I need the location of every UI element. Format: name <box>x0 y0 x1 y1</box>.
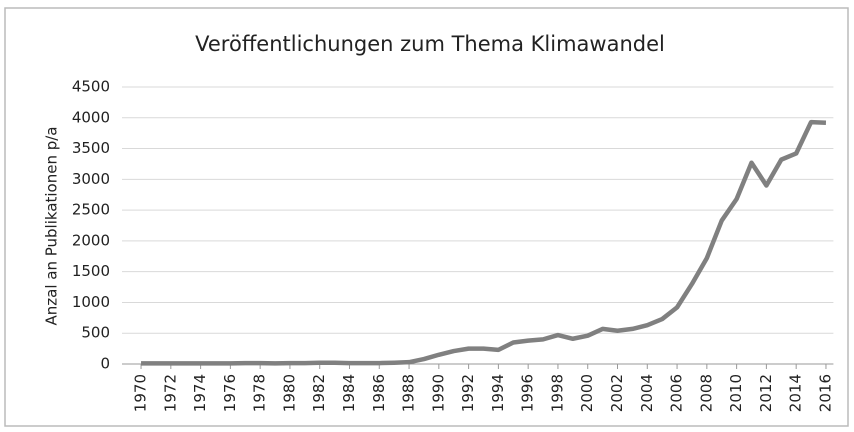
y-tick-label: 4500 <box>72 78 110 96</box>
x-tick-label: 1982 <box>310 374 328 412</box>
x-tick-label: 2004 <box>638 374 656 412</box>
x-tick-label: 2016 <box>816 374 834 412</box>
y-tick-label: 3000 <box>72 170 110 188</box>
x-tick-label: 1976 <box>221 374 239 412</box>
y-tick-label: 2500 <box>72 201 110 219</box>
x-tick-label: 2012 <box>757 374 775 412</box>
x-tick-label: 2002 <box>608 374 626 412</box>
x-tick-label: 1970 <box>132 374 150 412</box>
x-tick-label: 2000 <box>578 374 596 412</box>
x-tick-label: 2006 <box>668 374 686 412</box>
x-tick-label: 1972 <box>161 374 179 412</box>
x-tick-label: 1986 <box>370 374 388 412</box>
y-tick-label: 2000 <box>72 231 110 249</box>
y-tick-label: 1500 <box>72 262 110 280</box>
x-tick-label: 1980 <box>280 374 298 412</box>
y-tick-label: 3500 <box>72 139 110 157</box>
x-tick-label: 1996 <box>519 374 537 412</box>
x-tick-label: 2010 <box>727 374 745 412</box>
x-tick-label: 1978 <box>251 374 269 412</box>
y-tick-label: 1000 <box>72 293 110 311</box>
chart-title: Veröffentlichungen zum Thema Klimawandel <box>195 32 665 56</box>
y-tick-label: 500 <box>81 324 110 342</box>
data-line <box>141 119 827 366</box>
x-tick-label: 1992 <box>459 374 477 412</box>
x-tick-label: 1984 <box>340 374 358 412</box>
x-tick-label: 1974 <box>191 374 209 412</box>
y-tick-label: 0 <box>100 355 110 373</box>
x-tick-label: 1998 <box>548 374 566 412</box>
x-tick-label: 2014 <box>787 374 805 412</box>
x-tick-label: 2008 <box>697 374 715 412</box>
y-tick-label: 4000 <box>72 108 110 126</box>
y-axis-label: Anzal an Publikationen p/a <box>43 127 61 326</box>
x-tick-label: 1990 <box>429 374 447 412</box>
x-tick-label: 1994 <box>489 374 507 412</box>
x-tick-label: 1988 <box>400 374 418 412</box>
